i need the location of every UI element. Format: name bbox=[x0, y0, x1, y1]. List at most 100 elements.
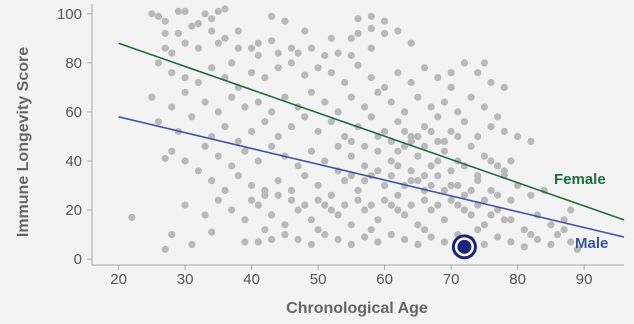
x-tick-label: 30 bbox=[177, 271, 194, 288]
data-point bbox=[387, 157, 395, 165]
data-point bbox=[394, 147, 402, 155]
data-point bbox=[214, 7, 222, 15]
data-point bbox=[168, 103, 176, 111]
data-point bbox=[527, 137, 535, 145]
data-point bbox=[480, 152, 488, 160]
data-point bbox=[281, 231, 289, 239]
data-point bbox=[487, 186, 495, 194]
data-point bbox=[327, 191, 335, 199]
data-point bbox=[341, 177, 349, 185]
data-point bbox=[354, 15, 362, 23]
data-point bbox=[181, 74, 189, 82]
data-point bbox=[427, 127, 435, 136]
data-point bbox=[181, 7, 189, 15]
data-point bbox=[420, 196, 429, 204]
data-point bbox=[268, 211, 276, 219]
data-point bbox=[440, 216, 448, 224]
data-point bbox=[447, 69, 455, 77]
data-point bbox=[287, 59, 296, 67]
data-point bbox=[168, 147, 176, 155]
data-point bbox=[420, 172, 429, 180]
data-point bbox=[447, 127, 455, 136]
data-point bbox=[401, 235, 409, 244]
data-point bbox=[354, 186, 362, 194]
data-point bbox=[460, 118, 468, 126]
data-point bbox=[307, 147, 315, 155]
male-line-label: Male bbox=[575, 235, 608, 252]
data-point bbox=[347, 152, 355, 160]
data-point bbox=[314, 64, 322, 72]
data-point bbox=[533, 235, 542, 244]
x-tick-label: 90 bbox=[576, 271, 593, 288]
data-point bbox=[261, 118, 269, 126]
data-point bbox=[347, 221, 355, 229]
data-point bbox=[474, 226, 482, 234]
data-point bbox=[494, 233, 502, 241]
data-point bbox=[420, 142, 429, 150]
data-point bbox=[500, 83, 508, 91]
data-point bbox=[467, 93, 475, 101]
data-point bbox=[254, 39, 262, 47]
data-point bbox=[208, 15, 216, 23]
data-point bbox=[347, 93, 355, 101]
data-point bbox=[367, 74, 375, 82]
data-point bbox=[268, 142, 276, 150]
data-point bbox=[254, 238, 262, 246]
data-point bbox=[447, 83, 455, 91]
data-point bbox=[347, 34, 355, 42]
data-point bbox=[514, 132, 522, 141]
data-point bbox=[467, 211, 475, 219]
data-point bbox=[407, 201, 415, 209]
data-point bbox=[454, 108, 462, 116]
data-point bbox=[281, 17, 289, 25]
axes: 0 20 40 60 80 100 20 30 40 50 60 70 80 90 bbox=[57, 4, 624, 288]
data-point bbox=[507, 216, 515, 224]
data-point bbox=[321, 157, 329, 165]
data-point bbox=[188, 113, 196, 121]
y-tick-label: 100 bbox=[57, 6, 82, 23]
data-point bbox=[254, 98, 262, 106]
data-point bbox=[480, 221, 488, 229]
data-point bbox=[181, 39, 189, 47]
data-point bbox=[301, 201, 309, 209]
data-point bbox=[194, 167, 202, 175]
data-point bbox=[148, 93, 156, 101]
data-point bbox=[248, 44, 256, 52]
data-point bbox=[154, 118, 163, 126]
data-point bbox=[361, 206, 369, 214]
data-point bbox=[334, 211, 342, 219]
data-point bbox=[274, 191, 282, 199]
data-point bbox=[274, 49, 282, 57]
data-point bbox=[287, 196, 296, 204]
data-point bbox=[314, 127, 322, 136]
data-point bbox=[381, 196, 389, 204]
data-point bbox=[407, 39, 415, 47]
data-point bbox=[494, 162, 502, 170]
data-point bbox=[487, 211, 495, 219]
data-point bbox=[381, 181, 389, 190]
data-point bbox=[234, 44, 242, 52]
data-point bbox=[500, 127, 508, 136]
data-point bbox=[268, 12, 276, 20]
data-point bbox=[294, 235, 302, 244]
data-point bbox=[547, 221, 555, 229]
data-point bbox=[221, 5, 229, 13]
data-point bbox=[454, 181, 462, 190]
data-point bbox=[374, 147, 382, 155]
data-point bbox=[367, 24, 375, 33]
data-point bbox=[414, 177, 422, 185]
data-point bbox=[327, 69, 335, 77]
data-point bbox=[447, 181, 455, 190]
data-point bbox=[208, 27, 216, 35]
data-point bbox=[401, 211, 409, 219]
data-point bbox=[221, 123, 229, 131]
data-point bbox=[394, 191, 402, 199]
data-point bbox=[394, 118, 402, 126]
data-point bbox=[214, 152, 222, 160]
data-point bbox=[420, 226, 429, 234]
data-point bbox=[427, 162, 435, 170]
data-point bbox=[354, 29, 362, 37]
data-point bbox=[294, 206, 302, 214]
data-point bbox=[520, 243, 528, 251]
data-point bbox=[367, 113, 375, 121]
